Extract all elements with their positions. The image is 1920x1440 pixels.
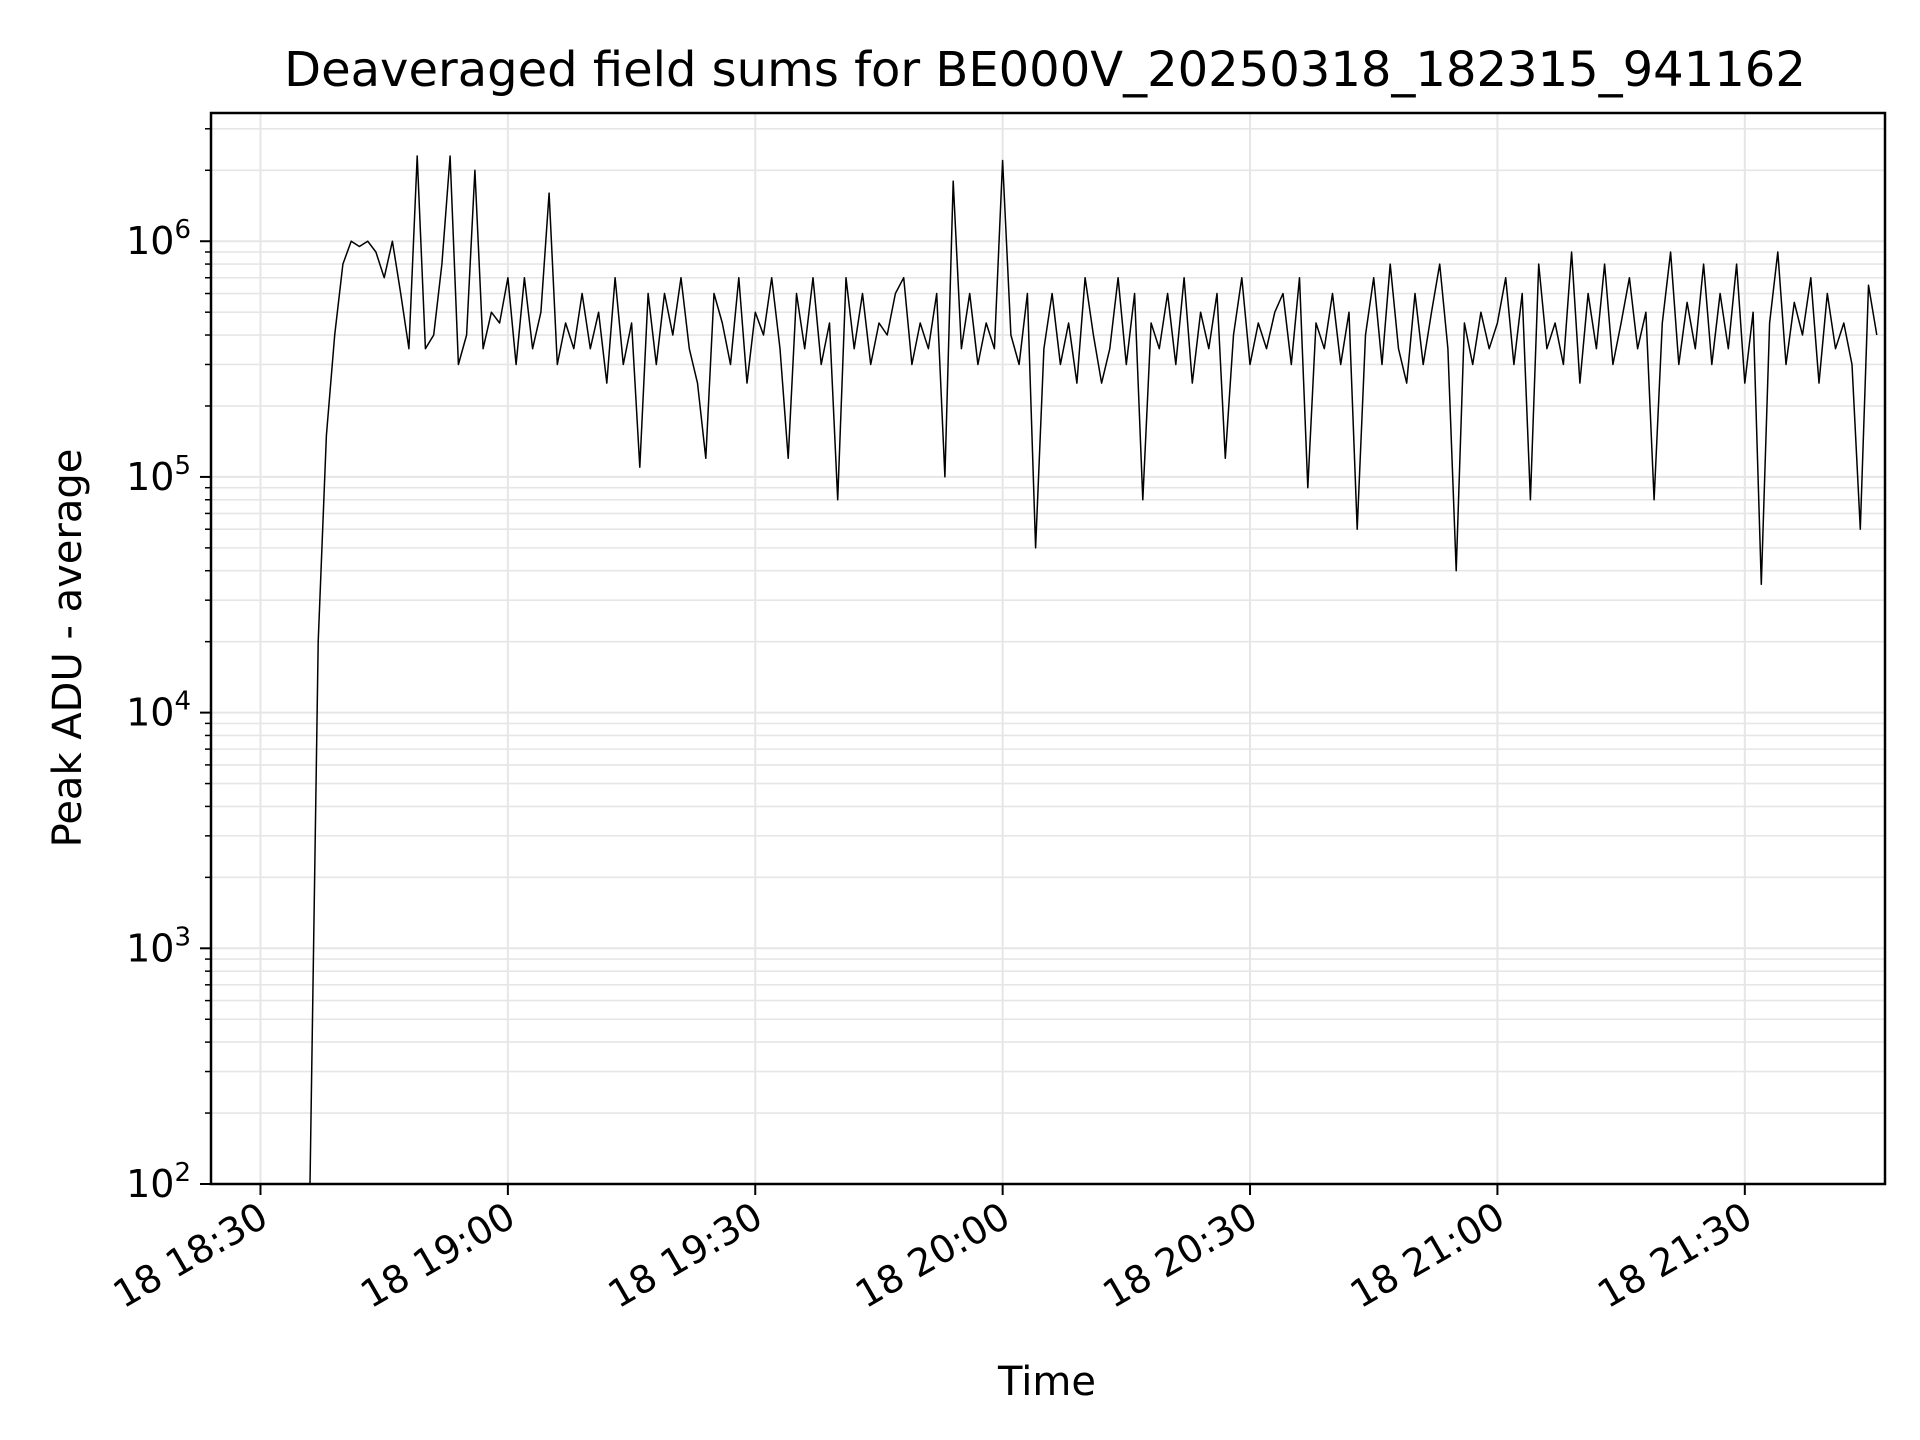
- y-axis-label: Peak ADU - average: [45, 449, 91, 848]
- plot-area-frame: [209, 111, 1887, 1186]
- y-tick-label: 103: [126, 922, 191, 970]
- series-line: [309, 155, 1878, 1185]
- y-tick-label: 105: [126, 451, 191, 499]
- series-layer: [309, 155, 1878, 1185]
- chart-title: Deaveraged field sums for BE000V_2025031…: [284, 42, 1806, 98]
- x-axis-label: Time: [997, 1359, 1096, 1405]
- y-tick-label: 104: [126, 687, 191, 735]
- y-tick-label: 102: [126, 1158, 191, 1206]
- y-tick-label: 106: [126, 215, 191, 263]
- grid-layer: [211, 113, 1885, 1185]
- y-axis: 102 103 104 105 106: [126, 128, 211, 1206]
